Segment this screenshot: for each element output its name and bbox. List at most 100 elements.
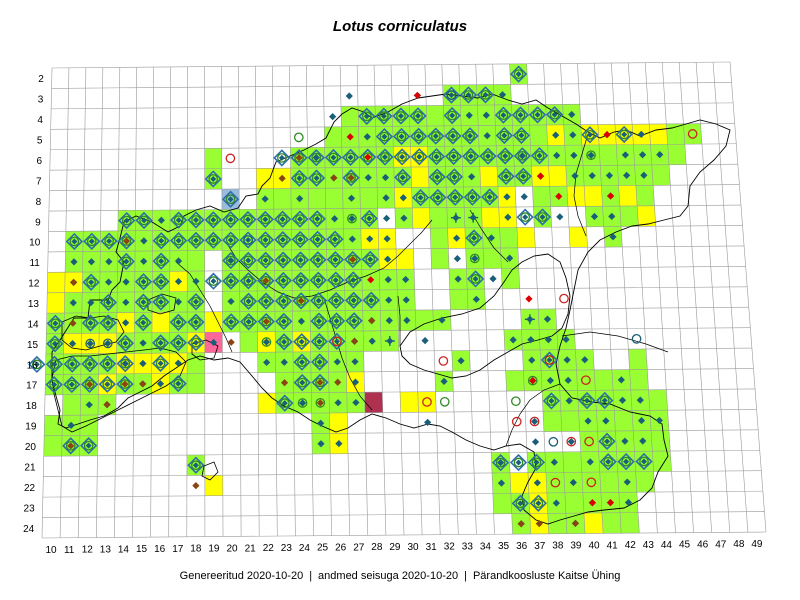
marker-diamond-blue — [602, 417, 610, 425]
target-inner-diamond — [623, 458, 630, 465]
marker-diamond-brown — [350, 337, 359, 345]
cell-green — [652, 451, 672, 472]
target-circle — [69, 236, 80, 247]
county-border-2 — [323, 297, 373, 411]
row-label: 20 — [25, 442, 37, 453]
grid-line-vertical — [695, 62, 731, 533]
marker-diamond-blue — [533, 479, 541, 487]
target-circle — [120, 379, 130, 389]
marker-diamond-blue — [636, 396, 644, 404]
grid-line-horizontal — [51, 102, 734, 110]
col-label: 18 — [190, 544, 202, 555]
target-inner-diamond — [534, 111, 541, 118]
marker-diamond-brown — [517, 520, 525, 528]
target-circle — [173, 337, 184, 348]
marker-diamond-blue — [192, 277, 200, 285]
marker-target — [204, 231, 222, 249]
target-outer-diamond — [274, 231, 292, 249]
col-label: 34 — [480, 541, 492, 552]
target-inner-diamond — [157, 299, 164, 306]
target-outer-diamond — [170, 211, 188, 229]
grid-line-vertical — [390, 64, 405, 536]
marker-target — [134, 313, 152, 332]
grid-line-horizontal — [50, 123, 735, 130]
marker-diamond-blue — [227, 256, 235, 265]
grid-line-horizontal — [41, 531, 767, 539]
marker-diamond-brown — [122, 237, 131, 245]
target-circle — [311, 173, 322, 183]
marker-target — [462, 147, 480, 165]
col-label: 29 — [389, 542, 401, 553]
target-inner-diamond — [451, 173, 458, 180]
cell-green — [564, 492, 584, 514]
target-inner-diamond — [380, 113, 387, 120]
marker-diamond-blue — [385, 316, 393, 325]
grid-line-horizontal — [44, 409, 757, 416]
target-outer-diamond — [274, 251, 292, 269]
marker-diamond-brown — [227, 338, 235, 346]
marker-diamond-blue — [403, 316, 411, 324]
marker-target — [327, 291, 345, 310]
target-circle — [104, 236, 114, 247]
marker-diamond-blue — [483, 132, 491, 140]
target-outer-diamond — [376, 148, 394, 166]
marker-target — [327, 312, 346, 330]
target-inner-diamond — [520, 173, 527, 180]
target-outer-diamond — [116, 334, 135, 352]
marker-target — [273, 149, 291, 167]
target-circle — [314, 316, 324, 326]
target-circle — [120, 338, 131, 349]
target-outer-diamond — [257, 272, 275, 290]
marker-target — [291, 251, 310, 269]
target-circle — [483, 151, 493, 161]
target-outer-diamond — [427, 127, 445, 145]
grid-line-horizontal — [43, 449, 760, 457]
marker-target — [324, 148, 343, 167]
target-circle — [102, 379, 113, 390]
marker-diamond-red — [536, 172, 545, 180]
marker-target — [222, 231, 240, 249]
footer-generated: Genereeritud 2020-10-20 — [179, 570, 304, 582]
marker-circle-green — [439, 396, 450, 407]
marker-diamond-blue — [608, 212, 616, 220]
row-label: 13 — [28, 299, 40, 310]
target-inner-diamond — [472, 275, 479, 282]
cell-green — [651, 430, 671, 452]
marker-diamond-brown — [278, 174, 286, 182]
marker-target — [481, 188, 499, 206]
cell-yellow — [46, 292, 65, 314]
marker-circle-green — [243, 316, 254, 327]
cell-green — [529, 124, 548, 146]
marker-diamond-blue — [105, 258, 113, 266]
target-circle — [295, 234, 306, 245]
target-inner-diamond — [604, 438, 611, 445]
target-inner-diamond — [503, 173, 510, 180]
cell-green — [449, 289, 468, 310]
target-circle — [347, 254, 358, 265]
target-circle — [85, 359, 95, 369]
marker-diamond-blue — [569, 131, 577, 139]
target-inner-diamond — [469, 194, 476, 201]
target-outer-diamond — [496, 147, 514, 165]
marker-diamond-blue — [368, 337, 376, 345]
markers-layer — [28, 65, 698, 528]
col-label: 12 — [82, 545, 94, 556]
target-circle — [243, 296, 254, 307]
row-label: 22 — [24, 483, 36, 494]
marker-target — [443, 106, 461, 125]
target-circle — [520, 212, 531, 222]
target-circle — [83, 440, 94, 451]
marker-target — [117, 252, 135, 271]
marker-target — [466, 270, 485, 288]
target-inner-diamond — [539, 213, 546, 220]
marker-diamond-blue — [104, 339, 112, 347]
marker-diamond-blue — [550, 458, 558, 466]
marker-diamond-brown — [330, 174, 338, 182]
target-inner-diamond — [333, 338, 340, 345]
target-circle — [430, 131, 441, 141]
target-outer-diamond — [545, 106, 564, 124]
target-inner-diamond — [363, 113, 370, 120]
target-circle — [366, 295, 377, 306]
target-inner-diamond — [192, 319, 199, 326]
